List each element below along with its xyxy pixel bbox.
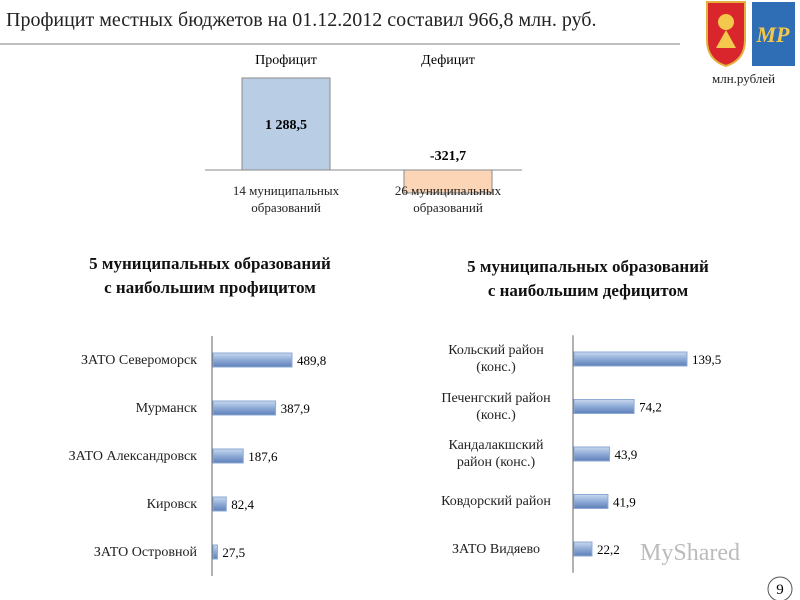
chart-title: 5 муниципальных образований с наибольшим… bbox=[467, 257, 709, 300]
bar bbox=[212, 496, 227, 512]
logo-left bbox=[706, 1, 746, 68]
category-label: ЗАТО Видяево bbox=[452, 541, 540, 557]
bar bbox=[212, 352, 293, 368]
value-label: 41,9 bbox=[613, 495, 636, 510]
bar bbox=[212, 544, 218, 560]
value-label: 187,6 bbox=[248, 449, 278, 464]
bar bbox=[241, 77, 331, 171]
bar bbox=[573, 494, 609, 509]
value-label: 489,8 bbox=[297, 353, 326, 368]
value-label: 387,9 bbox=[281, 401, 310, 416]
value-label: 82,4 bbox=[231, 497, 254, 512]
category-label: Мурманск bbox=[135, 400, 197, 416]
column-header: Дефицит bbox=[421, 53, 475, 68]
slide-title: Профицит местных бюджетов на 01.12.2012 … bbox=[6, 9, 597, 31]
bar bbox=[573, 351, 688, 367]
category-label: ЗАТО Островной bbox=[93, 544, 197, 560]
category-label: ЗАТО Александровск bbox=[68, 448, 197, 464]
category-label: 26 муниципальных образований bbox=[394, 183, 502, 215]
page-number: 9 bbox=[776, 582, 784, 598]
value-label: 22,2 bbox=[597, 542, 620, 557]
value-label: 1 288,5 bbox=[265, 118, 307, 133]
unit: млн.рублей bbox=[712, 71, 776, 86]
watermark: MyShared bbox=[640, 540, 740, 566]
value-label: 27,5 bbox=[222, 545, 245, 560]
bar bbox=[403, 169, 493, 194]
logo-right: МР bbox=[752, 2, 795, 66]
bar bbox=[212, 448, 244, 464]
column-header: Профицит bbox=[255, 53, 317, 68]
value-label: 139,5 bbox=[692, 352, 721, 367]
value-label: 74,2 bbox=[639, 400, 662, 415]
bar bbox=[573, 541, 593, 557]
page-badge bbox=[767, 576, 793, 600]
value-label: -321,7 bbox=[430, 149, 466, 164]
bar bbox=[573, 399, 635, 414]
category-label: ЗАТО Североморск bbox=[81, 352, 197, 368]
category-label: Ковдорский район bbox=[441, 494, 551, 509]
bar bbox=[212, 400, 277, 416]
svg-text:МР: МР bbox=[756, 22, 791, 47]
category-label: Кольский район (конс.) bbox=[448, 343, 544, 375]
value-label: 43,9 bbox=[615, 447, 638, 462]
chart-title: 5 муниципальных образований с наибольшим… bbox=[89, 254, 331, 297]
category-label: 14 муниципальных образований bbox=[232, 183, 340, 215]
category-label: Кировск bbox=[146, 496, 197, 512]
category-label: Печенгский район (конс.) bbox=[441, 390, 551, 423]
category-label: Кандалакшский район (конс.) bbox=[448, 438, 544, 470]
bar bbox=[573, 446, 611, 462]
